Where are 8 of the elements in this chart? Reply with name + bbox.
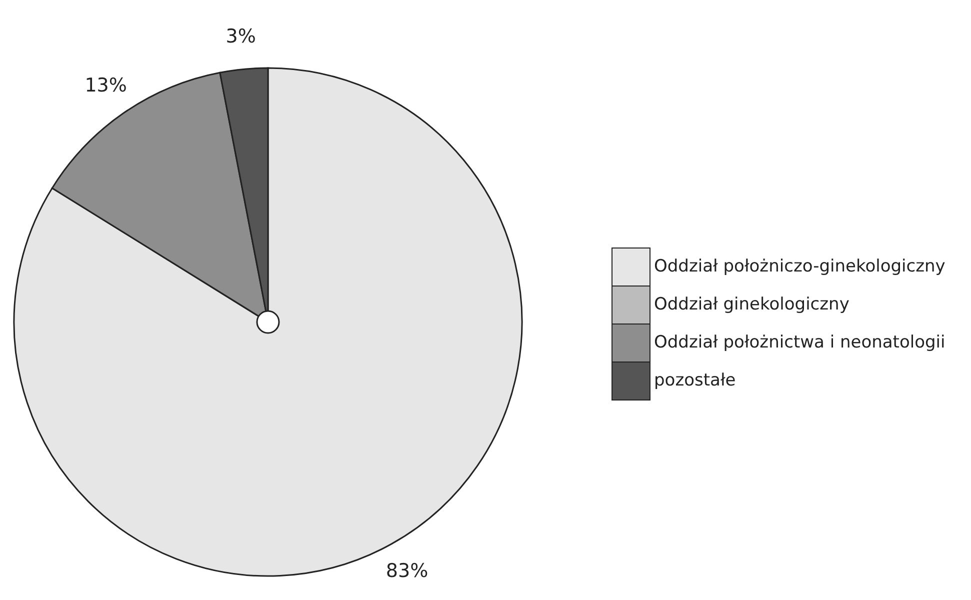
data-label: 83% xyxy=(386,560,428,582)
pie-slice xyxy=(13,67,523,576)
data-label: 13% xyxy=(84,74,127,97)
legend-label: Oddział położnictwa i neonatologii xyxy=(654,332,946,353)
legend-label: Oddział położniczo-ginekologiczny xyxy=(654,256,946,277)
legend-label: pozostałe xyxy=(654,370,736,391)
data-label: 3% xyxy=(226,25,256,48)
legend-label: Oddział ginekologiczny xyxy=(654,294,850,315)
